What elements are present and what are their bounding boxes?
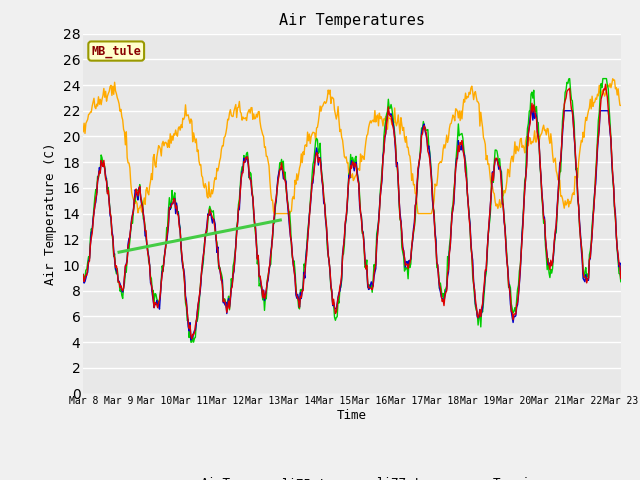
X-axis label: Time: Time: [337, 409, 367, 422]
Legend: AirT, li75_t, li77_temp, Tsonic: AirT, li75_t, li77_temp, Tsonic: [161, 472, 543, 480]
Title: Air Temperatures: Air Temperatures: [279, 13, 425, 28]
Text: MB_tule: MB_tule: [92, 44, 141, 58]
Y-axis label: Air Temperature (C): Air Temperature (C): [44, 143, 57, 285]
